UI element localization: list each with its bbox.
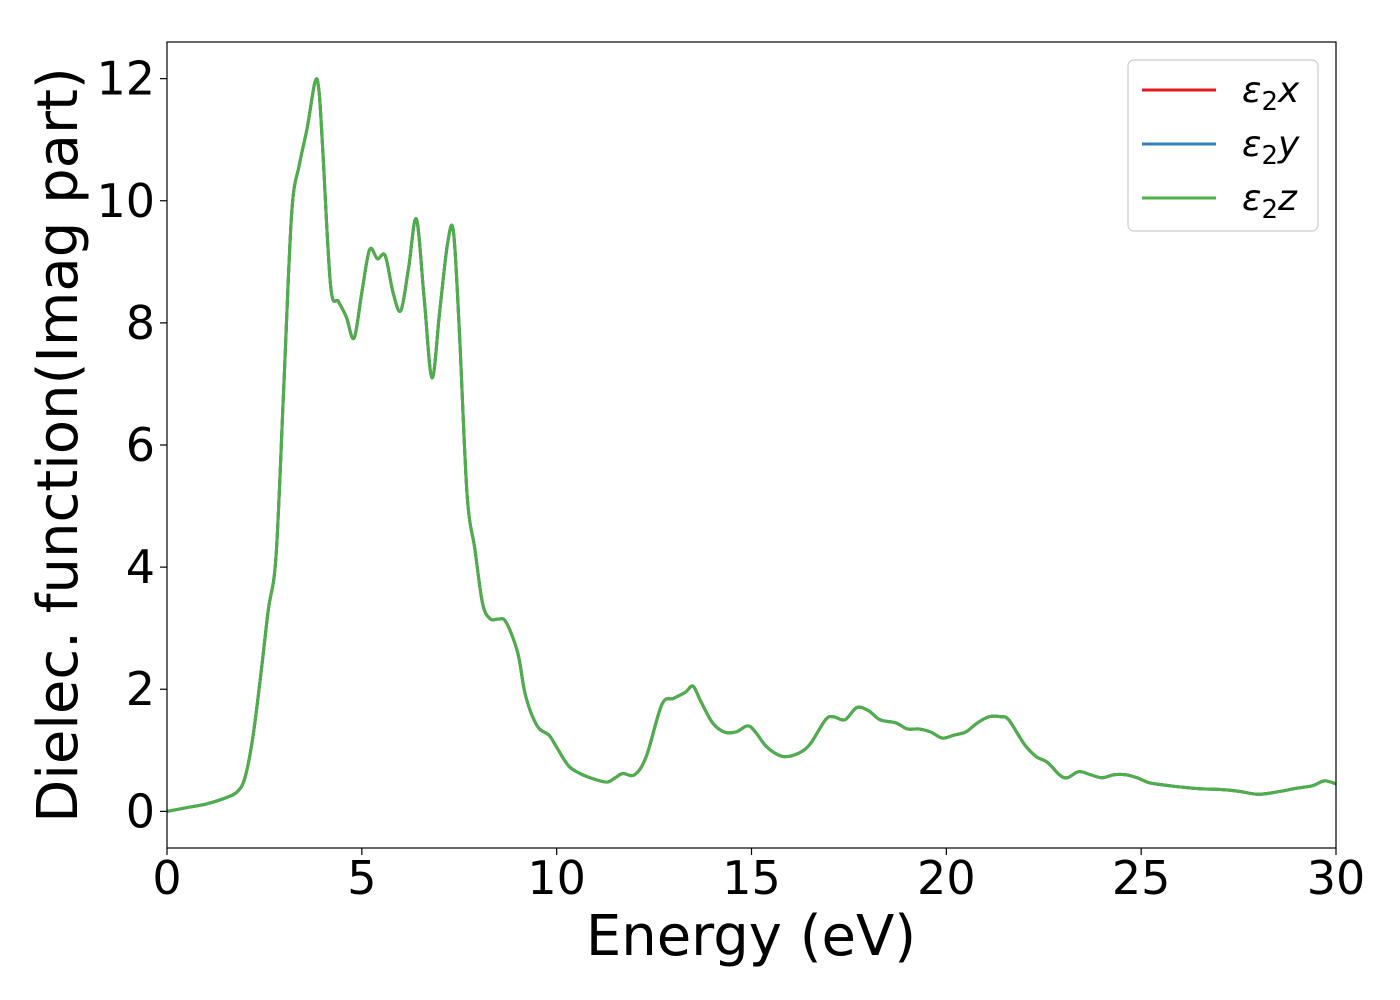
series-line-z [167,77,1336,813]
x-axis-ticks: 0 5 10 15 20 25 30 [152,848,1365,905]
x-tick-label: 10 [527,851,586,905]
y-tick-label: 4 [126,540,155,594]
y-tick-label: 2 [126,662,155,716]
legend-label-y: ε2y [1242,124,1300,171]
series-lines [167,77,1336,813]
x-tick-label: 0 [152,851,181,905]
y-tick-label: 10 [96,174,155,228]
y-tick-label: 8 [126,296,155,350]
legend-box [1127,59,1319,232]
x-tick-label: 30 [1307,851,1366,905]
legend-label-x: ε2x [1242,70,1300,117]
y-axis-ticks: 0 2 4 6 8 10 12 [96,52,167,838]
y-tick-label: 12 [96,52,155,106]
x-tick-label: 15 [722,851,781,905]
legend: ε2x ε2y ε2z [1127,59,1319,232]
x-tick-label: 5 [347,851,376,905]
y-axis-label: Dielec. function(Imag part) [26,67,91,823]
x-tick-label: 25 [1112,851,1171,905]
legend-label-z: ε2z [1242,178,1298,225]
y-tick-label: 0 [126,784,155,838]
y-tick-label: 6 [126,418,155,472]
x-axis-label: Energy (eV) [586,904,916,969]
x-tick-label: 20 [917,851,976,905]
